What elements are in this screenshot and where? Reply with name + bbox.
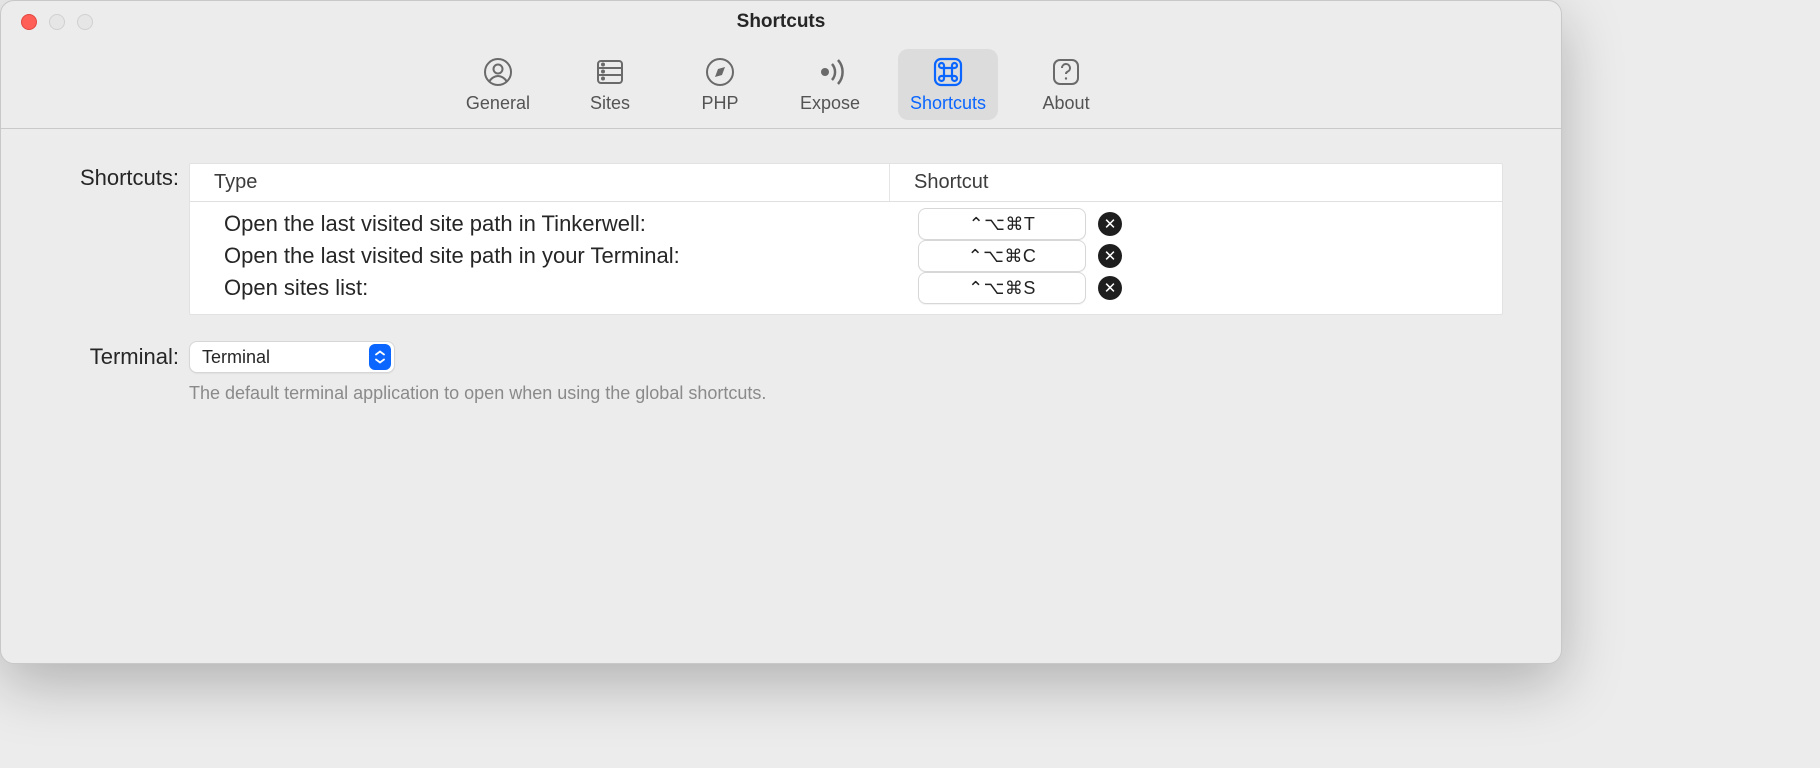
- column-header-type[interactable]: Type: [190, 164, 890, 201]
- close-window-button[interactable]: [21, 14, 37, 30]
- shortcut-type-label: Open the last visited site path in Tinke…: [200, 211, 900, 237]
- clear-shortcut-button[interactable]: ✕: [1098, 212, 1122, 236]
- tab-general[interactable]: General: [454, 49, 542, 120]
- tab-about[interactable]: About: [1024, 49, 1108, 120]
- tab-expose-label: Expose: [800, 93, 860, 114]
- broadcast-icon: [813, 55, 847, 89]
- clear-shortcut-button[interactable]: ✕: [1098, 276, 1122, 300]
- window-title: Shortcuts: [1, 11, 1561, 33]
- person-icon: [481, 55, 515, 89]
- question-icon: [1049, 55, 1083, 89]
- terminal-row: Terminal: Terminal The default terminal …: [59, 341, 1503, 404]
- traffic-lights: [1, 14, 93, 30]
- tab-sites-label: Sites: [590, 93, 630, 114]
- tab-general-label: General: [466, 93, 530, 114]
- shortcut-row[interactable]: Open the last visited site path in Tinke…: [200, 208, 1492, 240]
- shortcut-row[interactable]: Open the last visited site path in your …: [200, 240, 1492, 272]
- shortcut-input[interactable]: ⌃⌥⌘T: [918, 208, 1086, 240]
- tab-sites[interactable]: Sites: [568, 49, 652, 120]
- tab-php-label: PHP: [701, 93, 738, 114]
- content-area: Shortcuts: Type Shortcut Open the last v…: [1, 129, 1561, 404]
- tab-about-label: About: [1043, 93, 1090, 114]
- shortcuts-table: Type Shortcut Open the last visited site…: [189, 163, 1503, 315]
- tab-php[interactable]: PHP: [678, 49, 762, 120]
- terminal-select-value: Terminal: [202, 347, 270, 368]
- shortcuts-section-label: Shortcuts:: [59, 163, 179, 191]
- clear-shortcut-button[interactable]: ✕: [1098, 244, 1122, 268]
- terminal-help-text: The default terminal application to open…: [189, 383, 1503, 404]
- shortcut-type-label: Open the last visited site path in your …: [200, 243, 900, 269]
- shortcut-row[interactable]: Open sites list: ⌃⌥⌘S ✕: [200, 272, 1492, 304]
- tab-expose[interactable]: Expose: [788, 49, 872, 120]
- titlebar: Shortcuts: [1, 1, 1561, 43]
- terminal-label: Terminal:: [59, 344, 179, 370]
- close-icon: ✕: [1104, 247, 1117, 265]
- shortcuts-table-head: Type Shortcut: [190, 164, 1502, 202]
- column-header-shortcut[interactable]: Shortcut: [890, 164, 1502, 201]
- tab-shortcuts-label: Shortcuts: [910, 93, 986, 114]
- chevron-updown-icon: [369, 344, 391, 370]
- minimize-window-button[interactable]: [49, 14, 65, 30]
- tab-shortcuts[interactable]: Shortcuts: [898, 49, 998, 120]
- terminal-select[interactable]: Terminal: [189, 341, 395, 373]
- shortcuts-table-body: Open the last visited site path in Tinke…: [190, 202, 1502, 314]
- toolbar-tabs: General Sites: [1, 43, 1561, 129]
- close-icon: ✕: [1104, 279, 1117, 297]
- zoom-window-button[interactable]: [77, 14, 93, 30]
- shortcut-type-label: Open sites list:: [200, 275, 900, 301]
- preferences-window: Shortcuts General: [0, 0, 1562, 664]
- compass-icon: [703, 55, 737, 89]
- shortcuts-section: Shortcuts: Type Shortcut Open the last v…: [59, 163, 1503, 315]
- shortcut-input[interactable]: ⌃⌥⌘S: [918, 272, 1086, 304]
- close-icon: ✕: [1104, 215, 1117, 233]
- command-icon: [931, 55, 965, 89]
- shortcut-input[interactable]: ⌃⌥⌘C: [918, 240, 1086, 272]
- server-icon: [593, 55, 627, 89]
